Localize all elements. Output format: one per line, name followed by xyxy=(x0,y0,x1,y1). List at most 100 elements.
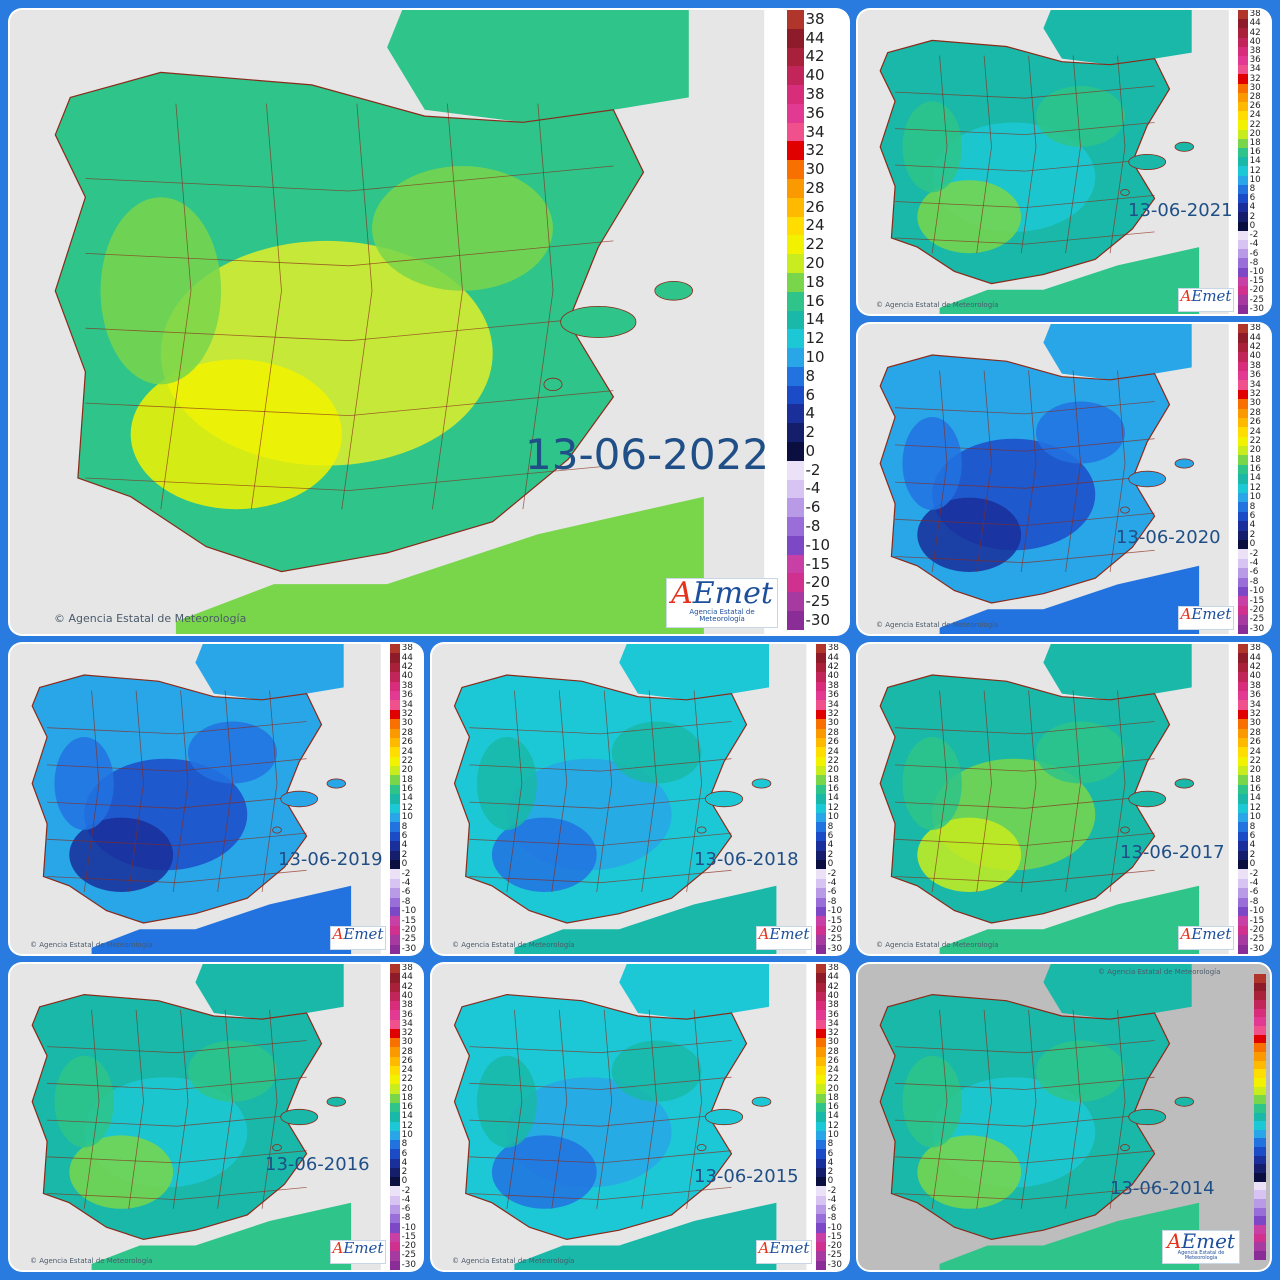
legend-label: 44 xyxy=(401,972,413,983)
temperature-map xyxy=(10,10,765,634)
legend-label: -15 xyxy=(401,1231,416,1242)
island xyxy=(1128,153,1167,170)
legend-label: 20 xyxy=(827,765,839,776)
legend-label: -15 xyxy=(805,554,831,573)
province-border xyxy=(47,1113,307,1127)
credit-text: © Agencia Estatal de Meteorología xyxy=(876,941,999,949)
temperature-zone xyxy=(100,197,222,385)
island xyxy=(1120,506,1130,514)
province-border xyxy=(469,832,732,846)
legend-label: -15 xyxy=(1249,595,1265,606)
island xyxy=(696,826,707,834)
legend-label: 8 xyxy=(1249,821,1256,832)
legend-label: 22 xyxy=(1249,755,1261,766)
legend-label: 38 xyxy=(401,680,413,691)
legend-label: 18 xyxy=(401,1092,413,1103)
province-border xyxy=(85,165,614,192)
legend-label: -8 xyxy=(827,896,837,907)
legend-label: 8 xyxy=(1249,501,1256,512)
province-border xyxy=(976,55,992,254)
legend-label: -15 xyxy=(1249,915,1265,926)
legend-label: 16 xyxy=(1249,784,1261,795)
legend-label: -8 xyxy=(805,516,821,535)
province-border xyxy=(469,1150,732,1164)
legend-label: 38 xyxy=(1249,324,1261,334)
legend-label: 8 xyxy=(827,821,834,832)
legend-label: -8 xyxy=(1249,257,1259,268)
legend-label: -30 xyxy=(827,943,843,954)
map-panel-2016: 13-06-2016 © Agencia Estatal de Meteorol… xyxy=(10,964,422,1270)
credit-text: © Agencia Estatal de Meteorología xyxy=(54,612,247,625)
legend-label: 4 xyxy=(401,1157,408,1168)
legend-label: 12 xyxy=(827,802,839,813)
legend-label: 10 xyxy=(401,1130,413,1140)
aemet-logo: AEmet xyxy=(756,926,812,950)
legend-label: 24 xyxy=(1249,110,1261,121)
legend-label: 36 xyxy=(401,1009,413,1020)
legend-label: 32 xyxy=(827,708,839,719)
legend-label: 30 xyxy=(401,1037,413,1048)
legend-label: 38 xyxy=(1249,680,1261,691)
province-border xyxy=(506,690,523,893)
island xyxy=(1120,826,1130,834)
province-border xyxy=(47,1040,307,1054)
temperature-zone xyxy=(1036,86,1125,147)
legend-label: -25 xyxy=(1249,934,1265,945)
legend-label: -30 xyxy=(1249,303,1264,314)
legend-label: 16 xyxy=(805,291,825,310)
province-border xyxy=(217,690,233,893)
legend-label: 4 xyxy=(805,404,816,423)
legend-label: -30 xyxy=(401,943,417,954)
province-border xyxy=(931,690,948,893)
legend-label: -8 xyxy=(401,1213,411,1224)
province-border xyxy=(976,1009,992,1209)
legend-label: 14 xyxy=(827,793,839,804)
legend-label: -6 xyxy=(1249,567,1259,578)
legend-label: 38 xyxy=(401,964,413,974)
province-border xyxy=(895,401,1155,415)
legend-label: 0 xyxy=(827,859,834,870)
legend-label: 10 xyxy=(827,812,839,823)
legend-label: -30 xyxy=(1249,943,1265,954)
legend-label: 6 xyxy=(401,1148,408,1159)
legend-label: 24 xyxy=(827,1065,839,1076)
legend-label: 6 xyxy=(805,385,816,404)
legend-label: 36 xyxy=(827,690,839,701)
temperature-map xyxy=(858,964,1229,1270)
province-border xyxy=(217,1009,233,1209)
legend-label: 18 xyxy=(805,272,825,291)
temperature-zone xyxy=(54,737,114,830)
legend-label: 32 xyxy=(1249,708,1261,719)
province-border xyxy=(469,1076,732,1090)
legend-label: -30 xyxy=(805,610,831,629)
map-date-label: 13-06-2022 xyxy=(525,430,770,479)
legend-label: -10 xyxy=(1249,586,1265,597)
legend-label: -6 xyxy=(1249,248,1259,259)
temperature-zone xyxy=(902,101,962,193)
legend-label: 26 xyxy=(401,1055,413,1066)
legend-label: 18 xyxy=(1249,454,1261,465)
island xyxy=(543,377,563,391)
province-border xyxy=(261,690,278,893)
province-border xyxy=(47,1187,307,1201)
province-border xyxy=(172,1009,189,1209)
legend-label: -20 xyxy=(1249,285,1264,296)
legend-label: -20 xyxy=(1249,604,1265,615)
map-panel-2022: 13-06-2022 © Agencia Estatal de Meteorol… xyxy=(10,10,848,634)
province-border xyxy=(85,315,614,342)
map-date-label: 13-06-2016 xyxy=(265,1154,370,1175)
aemet-logo: AEmet xyxy=(1178,606,1234,630)
legend-label: 38 xyxy=(827,644,839,654)
province-border xyxy=(85,390,614,417)
legend-label: -20 xyxy=(401,1241,416,1252)
legend-label: 12 xyxy=(1249,802,1261,813)
province-border xyxy=(85,465,614,491)
legend-label: -20 xyxy=(805,573,831,592)
legend-label: 40 xyxy=(827,671,839,682)
province-border xyxy=(469,1113,732,1127)
legend-label: -30 xyxy=(1249,623,1265,634)
legend-label: -8 xyxy=(827,1213,837,1224)
legend-label: 4 xyxy=(1249,202,1256,213)
legend-label: 34 xyxy=(401,699,413,710)
province-border xyxy=(895,1113,1155,1127)
